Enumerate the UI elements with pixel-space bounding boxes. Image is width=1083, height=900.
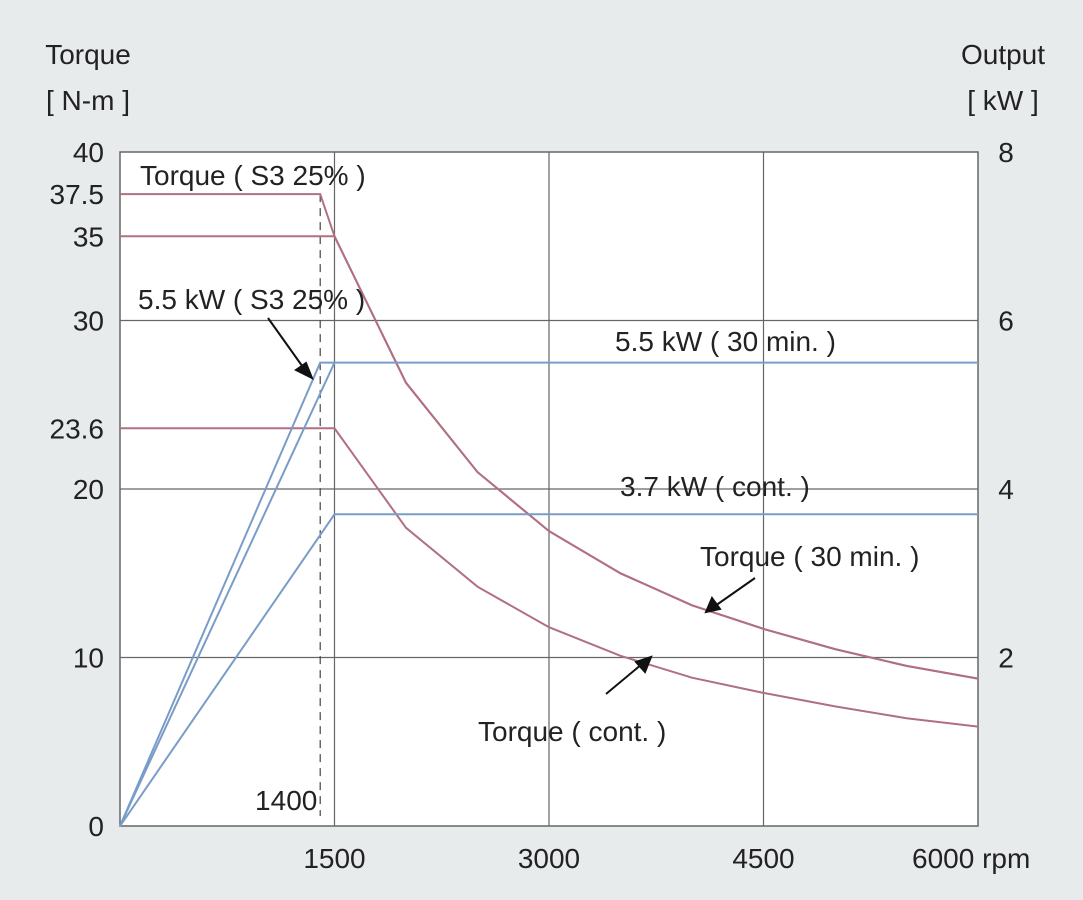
right-tick-label: 4 <box>998 474 1014 505</box>
series-line-3 <box>119 361 335 827</box>
x-tick-label: 1500 <box>303 843 365 874</box>
left-tick-label: 35 <box>73 221 104 252</box>
annotation-arrows <box>267 317 756 695</box>
left-tick-label: 30 <box>73 306 104 337</box>
arrow-kw55-s3 <box>267 317 306 371</box>
annotation-kw55-s3: 5.5 kW ( S3 25% ) <box>138 284 365 315</box>
arrowhead-torque-cont <box>634 655 653 674</box>
right-axis-title: Output <box>961 39 1045 70</box>
series-line-5 <box>119 513 978 827</box>
right-tick-label: 6 <box>998 306 1014 337</box>
arrowhead-kw55-s3 <box>294 361 314 381</box>
x-tick-label: 4500 <box>732 843 794 874</box>
right-tick-label: 2 <box>998 643 1014 674</box>
left-tick-label: 20 <box>73 474 104 505</box>
annotation-torque-cont: Torque ( cont. ) <box>478 716 666 747</box>
annotation-kw55-30: 5.5 kW ( 30 min. ) <box>615 326 836 357</box>
left-tick-label: 37.5 <box>50 179 105 210</box>
arrowhead-torque-30 <box>704 595 722 614</box>
x-marker-label: 1400 <box>255 785 317 816</box>
series-line-1 <box>120 235 979 680</box>
right-axis-unit: [ kW ] <box>967 85 1039 116</box>
left-tick-label: 40 <box>73 137 104 168</box>
left-axis-unit: [ N-m ] <box>46 85 130 116</box>
left-axis-title: Torque <box>45 39 131 70</box>
x-tick-label: 3000 <box>518 843 580 874</box>
annotation-kw37-cont: 3.7 kW ( cont. ) <box>620 471 810 502</box>
left-tick-label: 0 <box>88 811 104 842</box>
series-group <box>119 193 979 827</box>
arrow-torque-cont <box>605 663 643 695</box>
arrow-torque-30 <box>714 577 756 607</box>
right-tick-label: 8 <box>998 137 1014 168</box>
series-line-4 <box>119 361 978 827</box>
left-tick-label: 10 <box>73 643 104 674</box>
tick-labels: 0 10 20 23.6 30 35 37.5 40 2 4 6 8 1500 3000 4500 6000 … <box>50 137 1031 874</box>
annotation-torque-30: Torque ( 30 min. ) <box>700 541 919 572</box>
annotation-torque-s3: Torque ( S3 25% ) <box>140 160 366 191</box>
x-tick-label: 6000 rpm <box>912 843 1030 874</box>
series-line-2 <box>120 427 979 728</box>
left-tick-label: 23.6 <box>50 413 105 444</box>
